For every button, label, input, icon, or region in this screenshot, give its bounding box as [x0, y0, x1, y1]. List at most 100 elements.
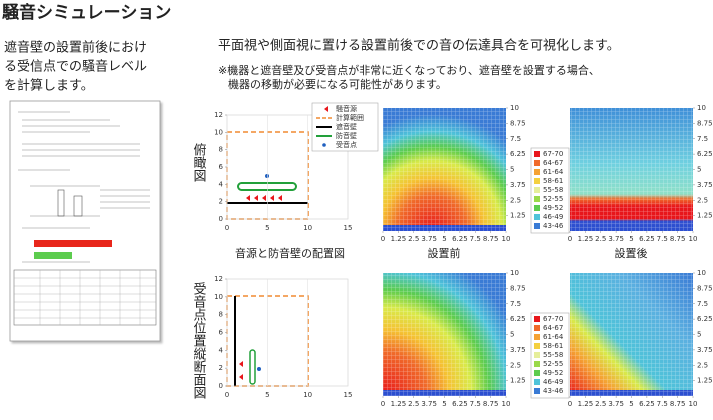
x-tick-label: 8.75: [670, 235, 686, 243]
y-tick-label: 8.75: [510, 284, 526, 292]
legend-swatch: [534, 205, 540, 211]
x-tick-label: 0: [568, 400, 572, 408]
y-tick-label: 0: [219, 215, 223, 223]
legend-swatch: [534, 214, 540, 220]
x-tick-label: 3.75: [608, 235, 624, 243]
x-tick-label: 7.5: [470, 400, 481, 408]
x-tick-label: 5: [442, 235, 446, 243]
x-tick-label: 10: [303, 224, 312, 232]
legend-swatch: [534, 316, 540, 322]
y-tick-label: 8.75: [697, 119, 713, 127]
x-tick-label: 2.5: [595, 235, 606, 243]
plot-frame: [226, 278, 349, 387]
heatmap-grid: [570, 273, 693, 396]
description: 平面視や側面視に置ける設置前後での音の伝達具合を可視化します。: [218, 38, 620, 54]
y-tick-label: 8.75: [510, 119, 526, 127]
y-tick-label: 6: [219, 329, 224, 337]
y-tick-label: 12: [214, 111, 223, 119]
y-tick-label: 3.75: [697, 181, 713, 189]
y-tick-label: 1.25: [510, 377, 526, 385]
row-label: 俯瞰図: [191, 142, 207, 182]
y-tick-label: 7.5: [697, 300, 708, 308]
heatmap-grid: [383, 108, 506, 231]
y-tick-label: 1.25: [510, 212, 526, 220]
y-tick-label: 6.25: [510, 150, 526, 158]
legend-swatch: [534, 379, 540, 385]
y-tick-label: 4: [219, 346, 224, 354]
intro-line: を計算します。: [4, 78, 94, 94]
x-tick-label: 5: [442, 400, 446, 408]
y-tick-label: 6: [219, 163, 224, 171]
y-tick-label: 10: [697, 269, 706, 277]
y-tick-label: 2.5: [510, 361, 521, 369]
legend-swatch: [534, 151, 540, 157]
x-tick-label: 5: [629, 400, 633, 408]
y-tick-label: 6.25: [697, 150, 713, 158]
legend-label: 58-61: [543, 177, 563, 185]
legend-label: 61-64: [543, 333, 564, 341]
x-tick-label: 8.75: [483, 235, 499, 243]
y-tick-label: 8: [219, 146, 223, 154]
x-tick-label: 6.25: [639, 235, 655, 243]
x-tick-label: 2.5: [408, 235, 419, 243]
legend-label: 46-49: [543, 378, 563, 386]
legend-swatch: [534, 223, 540, 229]
legend-swatch: [534, 196, 540, 202]
x-tick-label: 10: [689, 235, 698, 243]
x-tick-label: 2.5: [595, 400, 606, 408]
caption: 設置後: [615, 246, 648, 260]
x-tick-label: 10: [689, 400, 698, 408]
legend-swatch: [534, 187, 540, 193]
y-tick-label: 10: [510, 104, 519, 112]
legend-label: 61-64: [543, 168, 564, 176]
x-tick-label: 8.75: [483, 400, 499, 408]
x-tick-label: 10: [303, 391, 312, 399]
legend-symbol: [322, 143, 326, 147]
legend-label: 55-58: [543, 351, 563, 359]
legend: 67-7064-6761-6458-6155-5852-5549-5246-49…: [530, 147, 570, 234]
x-tick-label: 1.25: [391, 235, 407, 243]
y-tick-label: 5: [697, 166, 701, 174]
x-tick-label: 15: [344, 391, 353, 399]
legend-swatch: [534, 160, 540, 166]
legend-label: 計算範囲: [336, 113, 364, 122]
legend-label: 騒音源: [336, 104, 357, 113]
legend-label: 64-67: [543, 159, 563, 167]
x-tick-label: 3.75: [421, 235, 437, 243]
y-tick-label: 10: [214, 128, 223, 136]
intro-line: 遮音壁の設置前後におけ: [4, 40, 147, 56]
y-tick-label: 0: [219, 382, 223, 390]
y-tick-label: 2.5: [697, 361, 708, 369]
x-tick-label: 7.5: [657, 400, 668, 408]
legend-label: 67-70: [543, 150, 563, 158]
legend-swatch: [534, 169, 540, 175]
legend-label: 55-58: [543, 186, 563, 194]
y-tick-label: 2: [219, 364, 223, 372]
y-tick-label: 7.5: [697, 135, 708, 143]
x-tick-label: 0: [381, 235, 385, 243]
legend-label: 46-49: [543, 213, 563, 221]
caption: 設置前: [428, 246, 461, 260]
y-tick-label: 5: [510, 331, 514, 339]
x-tick-label: 6.25: [452, 400, 468, 408]
x-tick-label: 6.25: [639, 400, 655, 408]
x-tick-label: 6.25: [452, 235, 468, 243]
legend-swatch: [534, 370, 540, 376]
legend-label: 58-61: [543, 342, 563, 350]
x-tick-label: 15: [344, 224, 353, 232]
y-tick-label: 3.75: [510, 181, 526, 189]
legend-label: 防音壁: [336, 131, 357, 140]
legend-label: 52-55: [543, 360, 563, 368]
legend-swatch: [534, 325, 540, 331]
y-tick-label: 12: [214, 275, 223, 283]
legend-swatch: [534, 388, 540, 394]
y-tick-label: 10: [510, 269, 519, 277]
y-tick-label: 10: [214, 293, 223, 301]
y-tick-label: 1.25: [697, 212, 713, 220]
note-line: ※機器と遮音壁及び受音点が非常に近くなっており、遮音壁を設置する場合、: [218, 63, 600, 77]
legend-label: 受音点: [336, 140, 357, 149]
legend-label: 49-52: [543, 369, 563, 377]
y-tick-label: 3.75: [697, 346, 713, 354]
legend-symbol: [324, 106, 328, 112]
